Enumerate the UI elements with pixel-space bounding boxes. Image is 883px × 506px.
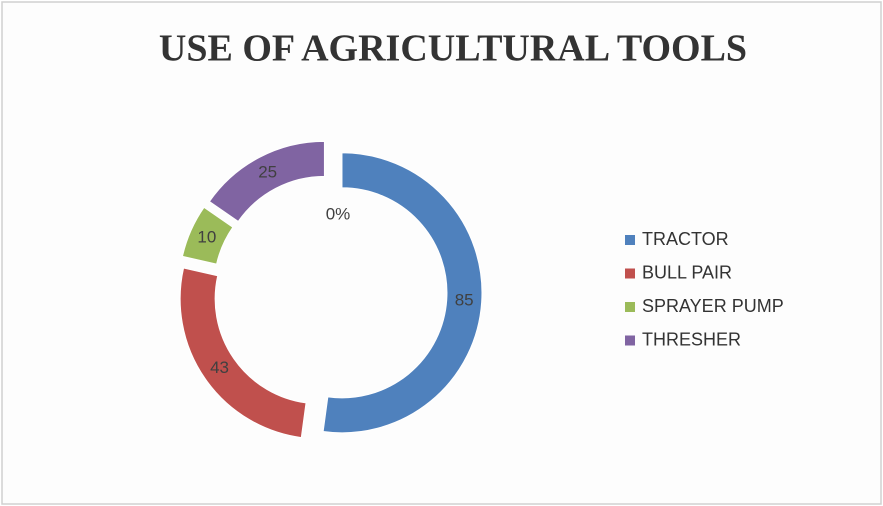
- donut-segment: [208, 140, 325, 223]
- legend-swatch: [625, 235, 635, 245]
- chart-title: USE OF AGRICULTURAL TOOLS: [159, 28, 747, 70]
- legend-swatch: [625, 302, 635, 312]
- data-label: 10: [197, 227, 216, 246]
- data-label: 43: [210, 358, 229, 377]
- center-annotation: 0%: [326, 204, 351, 223]
- legend-swatch: [625, 268, 635, 279]
- legend-label: THRESHER: [642, 329, 741, 349]
- legend-label: TRACTOR: [642, 229, 729, 249]
- data-label: 25: [258, 162, 277, 181]
- legend-label: SPRAYER PUMP: [642, 296, 784, 316]
- donut-segment: [181, 206, 234, 265]
- legend-label: BULL PAIR: [642, 262, 732, 282]
- donut-segment: [179, 267, 307, 439]
- data-label: 85: [455, 291, 474, 310]
- donut-segment: [322, 152, 483, 434]
- legend-swatch: [625, 335, 635, 346]
